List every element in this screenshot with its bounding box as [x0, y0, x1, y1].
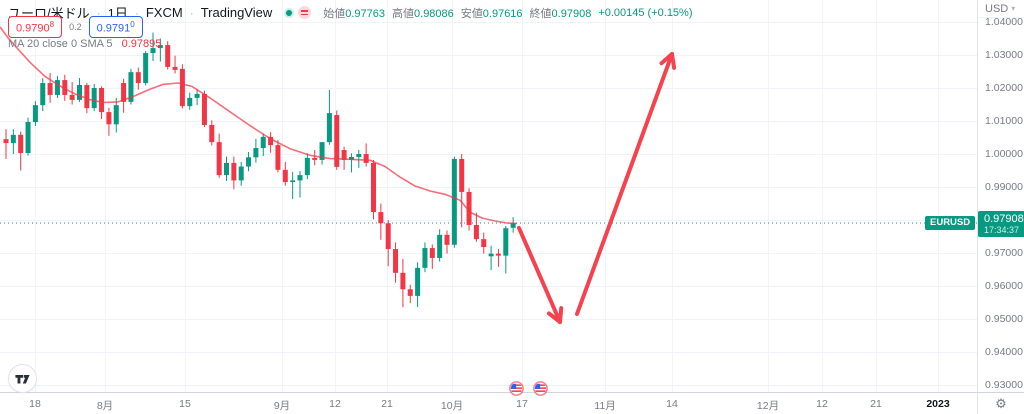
low-value: 0.97616	[482, 7, 523, 20]
time-axis-label: 12月	[756, 400, 780, 412]
tradingview-logo-icon	[15, 374, 30, 384]
low-label: 安値	[460, 7, 483, 20]
time-axis[interactable]: 18 8月 15 9月 12 21 10月 17 11月 14 12月 12 21 2023	[0, 392, 977, 414]
time-axis-label: 17	[516, 398, 528, 410]
trend-arrow-annotation[interactable]	[517, 226, 564, 324]
title-separator: ·	[134, 5, 139, 20]
spread-value: 0.2	[69, 21, 82, 32]
time-axis-label: 18	[29, 398, 41, 410]
gear-icon[interactable]: ⚙	[995, 395, 1007, 411]
last-price-tag: 0.97908 17:34:37	[978, 211, 1024, 238]
trade-buttons: 0.97908 0.2 0.97910	[8, 16, 143, 38]
price-axis-label: 0.93000	[985, 379, 1023, 391]
us-economic-event-icon[interactable]	[509, 381, 524, 396]
price-axis-label: 1.03000	[985, 49, 1023, 61]
currency-label: USD	[985, 2, 1009, 15]
open-label: 始値	[323, 7, 346, 20]
time-axis-label: 8月	[96, 400, 114, 412]
title-separator: ·	[96, 5, 101, 20]
ma-indicator-value: 0.97895	[121, 38, 162, 50]
candlestick-chart-canvas[interactable]	[0, 0, 977, 392]
time-axis-label: 12	[329, 398, 341, 410]
exchange-label[interactable]: FXCM	[145, 5, 183, 20]
price-axis-label: 0.96000	[985, 280, 1023, 292]
time-axis-label: 11月	[594, 400, 616, 412]
time-axis-label: 21	[870, 398, 882, 410]
time-axis-label: 9月	[273, 400, 291, 412]
title-separator: ·	[189, 5, 194, 20]
time-axis-label: 12	[816, 398, 828, 410]
time-axis-label: 2023	[926, 398, 950, 410]
us-economic-event-icon[interactable]	[533, 381, 548, 396]
price-axis-label: 0.97000	[985, 247, 1023, 259]
tradingview-logo[interactable]	[8, 364, 37, 393]
open-value: 0.97763	[345, 7, 386, 20]
close-value: 0.97908	[551, 7, 592, 20]
sell-button[interactable]: 0.97908	[8, 16, 63, 38]
buy-button[interactable]: 0.97910	[88, 16, 143, 38]
price-axis-label: 1.02000	[985, 82, 1023, 94]
trend-arrow-annotation[interactable]	[575, 52, 677, 316]
change-value: +0.00145 (+0.15%)	[598, 6, 693, 19]
market-open-icon	[284, 7, 295, 18]
price-axis-label: 1.00000	[985, 148, 1023, 160]
platform-label[interactable]: TradingView	[200, 5, 273, 20]
price-axis-label: 0.94000	[985, 346, 1023, 358]
high-value: 0.98086	[414, 7, 454, 20]
ohlc-readout: 始値0.97763 高値0.98086 安値0.97616 終値0.97908 …	[323, 5, 692, 21]
bar-countdown: 17:34:37	[984, 225, 1020, 236]
indicator-legend[interactable]: MA 20 close 0 SMA 5 0.97895	[8, 38, 161, 50]
chevron-down-icon: ▾	[1011, 4, 1016, 13]
price-axis[interactable]: USD ▾ 1.04000 1.03000 1.02000 1.01000 1.0000…	[977, 0, 1024, 392]
chart-header: ユーロ/米ドル · 1日 · FXCM · TradingView 始値0.97…	[8, 3, 693, 22]
time-axis-label: 14	[666, 398, 678, 410]
price-axis-label: 0.95000	[985, 313, 1023, 325]
time-axis-label: 10月	[440, 400, 464, 412]
price-axis-label: 1.01000	[985, 115, 1023, 127]
ma-indicator-label: MA 20 close 0 SMA 5	[8, 38, 113, 50]
last-price-value: 0.97908	[984, 213, 1024, 226]
high-label: 高値	[392, 7, 415, 20]
time-axis-label: 21	[381, 398, 393, 410]
time-axis-label: 15	[179, 398, 191, 410]
data-feed-icon	[298, 6, 312, 19]
price-axis-label: 1.04000	[985, 16, 1023, 28]
currency-selector[interactable]: USD ▾	[978, 0, 1024, 18]
price-axis-label: 0.99000	[985, 181, 1023, 193]
market-status[interactable]	[284, 6, 312, 19]
axis-settings-corner: ⚙	[977, 392, 1024, 414]
close-label: 終値	[529, 7, 552, 20]
symbol-price-flag: EURUSD	[925, 216, 976, 231]
